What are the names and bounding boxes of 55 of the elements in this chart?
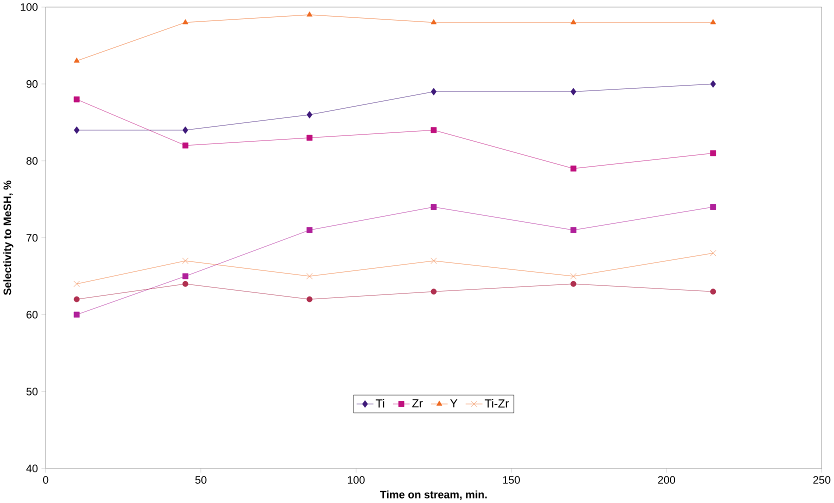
point xyxy=(430,127,437,133)
point xyxy=(570,227,576,233)
point xyxy=(710,288,716,294)
point xyxy=(430,288,437,294)
point xyxy=(74,57,80,63)
point xyxy=(182,126,188,134)
point xyxy=(306,227,312,233)
point xyxy=(710,150,716,156)
point xyxy=(182,19,188,24)
point xyxy=(306,273,313,280)
point xyxy=(430,88,437,96)
point xyxy=(710,250,716,256)
x-tick-label: 250 xyxy=(813,476,830,484)
point xyxy=(710,19,716,24)
legend-label: Y xyxy=(450,399,458,408)
legend-label: Ti-Zr xyxy=(484,398,509,408)
point xyxy=(74,312,80,318)
point xyxy=(306,11,312,16)
point xyxy=(430,204,437,210)
y-axis-title: Selectivity to MeSH, % xyxy=(3,180,14,295)
point xyxy=(570,280,576,287)
y-tick-label: 50 xyxy=(26,388,38,396)
point xyxy=(430,258,437,264)
legend-label: Zr xyxy=(412,399,423,408)
point xyxy=(570,88,576,96)
point xyxy=(74,280,80,287)
y-tick-label: 70 xyxy=(26,234,38,242)
point xyxy=(306,296,312,302)
x-tick-label: 100 xyxy=(348,476,365,484)
y-tick-label: 90 xyxy=(26,80,38,88)
point xyxy=(74,96,80,102)
point xyxy=(182,280,188,287)
point xyxy=(570,19,576,24)
point xyxy=(570,273,577,280)
x-tick-label: 50 xyxy=(195,476,206,484)
y-tick-label: 80 xyxy=(26,156,38,165)
legend-label: Ti xyxy=(376,398,384,408)
point xyxy=(182,273,188,280)
point xyxy=(306,110,312,118)
x-tick-label: 0 xyxy=(43,476,48,484)
y-tick-label: 40 xyxy=(26,464,38,472)
point xyxy=(306,134,312,141)
point xyxy=(430,19,437,24)
point xyxy=(74,126,80,134)
point xyxy=(74,296,80,302)
x-tick-label: 150 xyxy=(503,476,520,484)
y-tick-label: 60 xyxy=(26,310,38,318)
point xyxy=(570,166,576,172)
x-tick-label: 200 xyxy=(658,476,676,484)
point xyxy=(182,258,188,264)
point xyxy=(710,80,716,88)
y-tick-label: 100 xyxy=(20,3,38,11)
point xyxy=(710,204,716,210)
x-axis-title: Time on stream, min. xyxy=(380,490,487,500)
point xyxy=(182,142,188,148)
